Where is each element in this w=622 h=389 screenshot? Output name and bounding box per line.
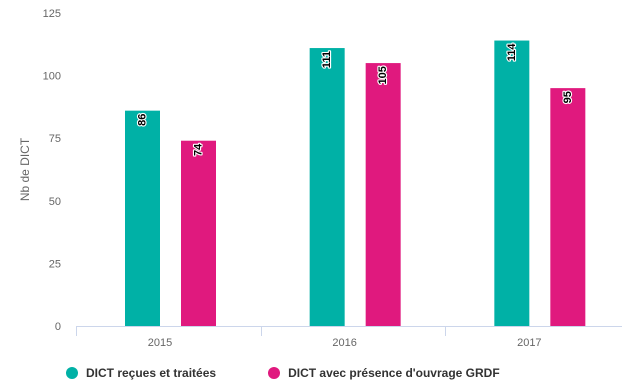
chart-axes: 0 25 50 75 100 125 Nb de DICT 2015 2016 2017	[18, 8, 622, 349]
bar[interactable]	[181, 140, 216, 326]
data-label: 74	[193, 143, 205, 156]
bar[interactable]	[365, 63, 401, 327]
y-axis-title: Nb de DICT	[18, 137, 32, 201]
data-label: 86	[137, 114, 149, 126]
bar[interactable]	[125, 110, 160, 326]
data-label: 111	[321, 51, 333, 68]
legend-item-received[interactable]: DICT reçues et traitées	[66, 366, 216, 380]
chart-legend: DICT reçues et traitées DICT avec présen…	[66, 366, 552, 380]
chart-data-labels: 86 111 114 74 105 95	[135, 42, 575, 157]
bar[interactable]	[309, 48, 345, 326]
y-tick-label: 25	[49, 258, 61, 270]
bar[interactable]	[550, 88, 586, 327]
legend-item-grdf[interactable]: DICT avec présence d'ouvrage GRDF	[268, 366, 500, 380]
bar[interactable]	[494, 40, 530, 326]
y-tick-label: 0	[55, 321, 61, 333]
y-tick-label: 100	[43, 71, 61, 83]
legend-swatch-received	[66, 367, 78, 379]
y-tick-label: 125	[43, 8, 61, 20]
data-label: 114	[506, 43, 518, 62]
y-tick-label: 50	[49, 196, 61, 208]
legend-label-grdf: DICT avec présence d'ouvrage GRDF	[288, 366, 500, 380]
x-tick-label: 2016	[332, 337, 356, 349]
data-label: 95	[562, 91, 574, 103]
data-label: 105	[377, 66, 389, 84]
x-tick-label: 2017	[517, 337, 541, 349]
chart-bars	[125, 40, 586, 327]
legend-swatch-grdf	[268, 367, 281, 379]
x-tick-label: 2015	[148, 337, 172, 349]
y-tick-label: 75	[49, 133, 61, 145]
legend-label-received: DICT reçues et traitées	[86, 366, 217, 380]
